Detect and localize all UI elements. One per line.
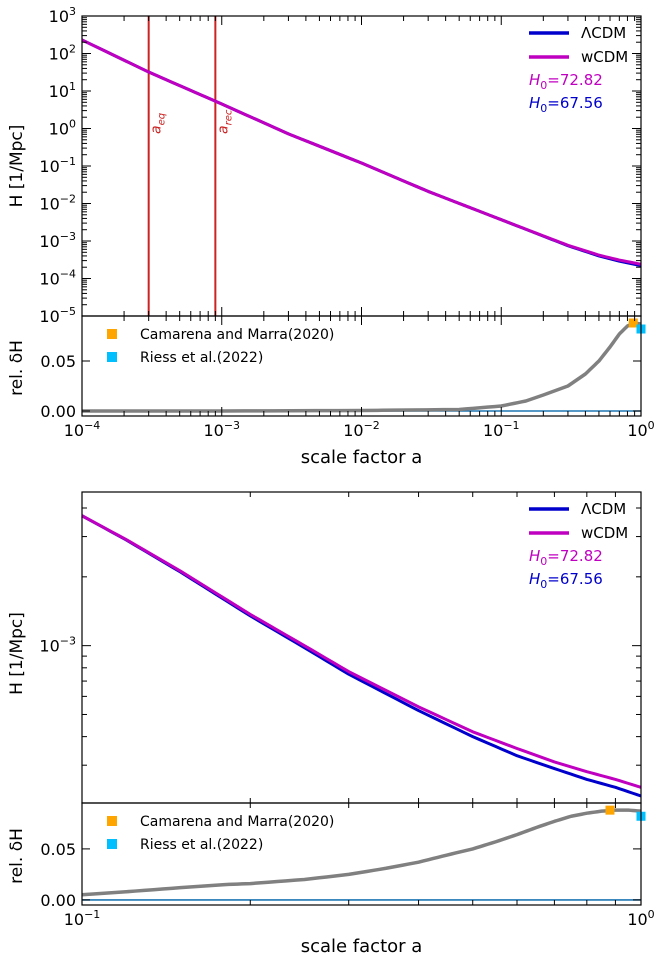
legend-label-marker-0: Camarena and Marra(2020) [140, 814, 334, 830]
x-axis-label-bottom: scale factor a [301, 936, 423, 955]
legend-h0-lcdm: H0=67.56 [529, 570, 603, 591]
x-tick-label-resid-bottom: 100 [627, 908, 654, 929]
series-line-delta-h [81, 808, 642, 897]
legend-marker-0 [107, 329, 117, 339]
y-tick-label-resid-top: 0.05 [40, 352, 76, 371]
legend-marker-1 [107, 352, 117, 362]
y-tick-label-top: 103 [49, 5, 76, 26]
x-tick-label-resid-top: 100 [627, 419, 654, 440]
y-tick-label-resid-top: 0.00 [40, 402, 76, 421]
series-line-wcdm [81, 38, 642, 266]
legend-label-wcdm: wCDM [581, 524, 628, 542]
frame-resid-top [81, 315, 642, 417]
y-tick-label-resid-bottom: 0.00 [40, 891, 76, 910]
y-axis-label-resid-bottom: rel. δH [7, 828, 27, 884]
legend-label-marker-0: Camarena and Marra(2020) [140, 327, 334, 343]
y-tick-label-top: 102 [49, 43, 76, 64]
y-axis-label-top: H [1/Mpc] [7, 125, 27, 208]
legend-marker-0 [107, 816, 117, 826]
x-tick-label-resid-top: 10−4 [64, 419, 101, 440]
y-axis-label-bottom: H [1/Mpc] [7, 612, 27, 695]
y-tick-label-top: 10−5 [39, 305, 76, 326]
legend-label-lcdm: ΛCDM [581, 24, 626, 42]
x-tick-label-resid-bottom: 10−1 [64, 908, 101, 929]
y-tick-label-top: 100 [49, 118, 76, 139]
y-tick-label-top: 10−1 [39, 155, 76, 176]
legend-label-lcdm: ΛCDM [581, 500, 626, 518]
y-tick-label-top: 10−3 [39, 230, 76, 251]
data-marker-0 [605, 805, 615, 815]
y-tick-label-top: 101 [49, 80, 76, 101]
legend-h0-wcdm: H0=72.82 [529, 71, 603, 92]
y-axis-label-resid-top: rel. δH [7, 340, 27, 396]
y-tick-label-top: 10−2 [39, 193, 76, 214]
vline-label-eq: aeq [149, 113, 168, 134]
x-tick-label-resid-top: 10−1 [483, 419, 520, 440]
series-line-delta-h [82, 321, 642, 413]
x-tick-label-resid-top: 10−2 [343, 419, 380, 440]
y-tick-label-top: 10−4 [39, 268, 76, 289]
series-line-wcdm [81, 514, 642, 789]
legend-marker-1 [107, 839, 117, 849]
legend-label-marker-1: Riess et al.(2022) [140, 350, 263, 366]
legend-label-marker-1: Riess et al.(2022) [140, 837, 263, 853]
plot-area [82, 16, 641, 316]
x-axis-label-top: scale factor a [301, 447, 423, 468]
frame-bottom [81, 491, 642, 804]
legend-label-wcdm: wCDM [581, 48, 628, 66]
vline-label-rec: arec [215, 109, 234, 134]
y-tick-label-bottom: 10−3 [39, 635, 76, 656]
x-tick-label-resid-top: 10−3 [203, 419, 240, 440]
y-tick-label-resid-bottom: 0.05 [40, 840, 76, 859]
frame-resid-bottom [81, 802, 642, 906]
data-marker-0 [628, 318, 638, 328]
legend-h0-lcdm: H0=67.56 [529, 94, 603, 115]
legend-h0-wcdm: H0=72.82 [529, 547, 603, 568]
